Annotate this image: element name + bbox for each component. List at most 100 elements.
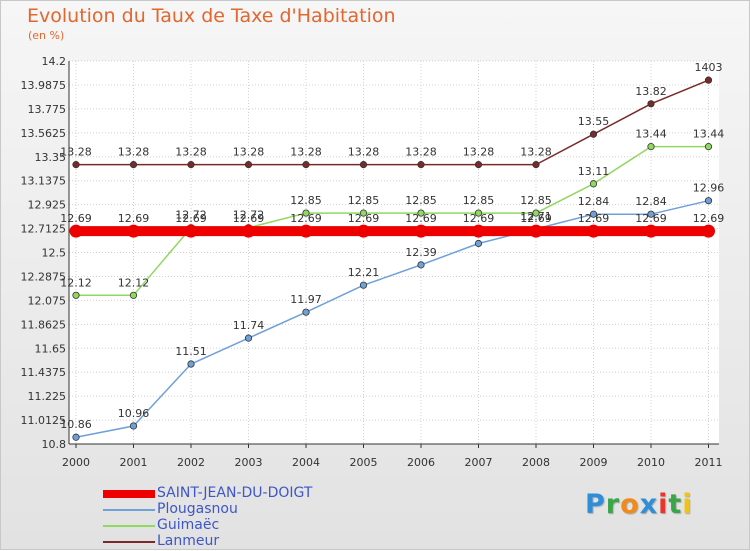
data-point xyxy=(417,209,425,217)
data-label: 12.21 xyxy=(348,266,380,279)
x-tick-label: 2008 xyxy=(522,456,550,469)
logo-letter: i xyxy=(658,489,669,520)
y-tick-label: 11.0125 xyxy=(21,414,67,427)
data-label: 12.69 xyxy=(60,212,92,225)
y-tick-label: 11.8625 xyxy=(21,318,67,331)
data-point xyxy=(127,224,140,238)
y-tick-label: 12.075 xyxy=(28,294,67,307)
y-tick-label: 11.225 xyxy=(28,390,67,403)
data-label: 12.85 xyxy=(520,194,552,207)
x-tick-label: 2011 xyxy=(695,456,723,469)
y-tick-label: 14.2 xyxy=(42,55,67,68)
data-point xyxy=(647,143,655,151)
data-label: 13.44 xyxy=(693,128,725,141)
data-point xyxy=(72,291,80,299)
logo-letter: P xyxy=(585,489,606,520)
series-line-2 xyxy=(76,145,709,297)
y-tick-label: 13.35 xyxy=(35,151,67,164)
data-label: 12.69 xyxy=(635,212,667,225)
y-tick-label: 13.1375 xyxy=(21,175,67,188)
data-point xyxy=(589,130,598,138)
x-tick-label: 2000 xyxy=(62,456,90,469)
data-label: 12.69 xyxy=(405,212,437,225)
data-point xyxy=(589,210,598,218)
data-label: 13.55 xyxy=(578,115,610,128)
data-point xyxy=(529,224,543,238)
data-label: 12.69 xyxy=(233,212,265,225)
x-tick-label: 2003 xyxy=(235,456,263,469)
data-point xyxy=(72,433,80,441)
data-point xyxy=(357,224,370,238)
legend-label: Guimaëc xyxy=(157,517,220,533)
data-point xyxy=(184,224,198,238)
data-label: 10.96 xyxy=(118,407,150,420)
data-label: 12.85 xyxy=(405,194,437,207)
logo-letter: r xyxy=(605,489,621,520)
legend-swatch xyxy=(103,541,155,543)
chart-title: Evolution du Taux de Taxe d'Habitation xyxy=(27,5,396,27)
data-label: 13.28 xyxy=(463,146,495,159)
data-point xyxy=(69,224,83,238)
data-point xyxy=(704,197,713,205)
legend-swatch xyxy=(103,509,155,511)
data-label: 12.69 xyxy=(578,212,610,225)
data-point xyxy=(702,224,715,238)
data-label: 13.11 xyxy=(578,165,610,178)
data-point xyxy=(587,224,600,238)
x-tick-label: 2005 xyxy=(350,456,378,469)
data-label: 12.69 xyxy=(520,212,552,225)
data-label: 13.44 xyxy=(635,128,667,141)
y-tick-label: 11.4375 xyxy=(21,366,67,379)
data-label: 13.28 xyxy=(405,146,437,159)
logo-letter: o xyxy=(620,489,640,520)
data-point xyxy=(474,161,483,169)
x-tick-label: 2001 xyxy=(120,456,148,469)
data-label: 12.84 xyxy=(578,195,610,208)
data-label: 12.12 xyxy=(118,276,150,289)
y-tick-label: 12.925 xyxy=(28,199,67,212)
data-point xyxy=(129,161,138,169)
x-tick-label: 2004 xyxy=(292,456,320,469)
data-label: 13.28 xyxy=(118,146,150,159)
x-tick-label: 2002 xyxy=(177,456,205,469)
logo-letter: x xyxy=(639,489,659,520)
data-label: 12.39 xyxy=(405,246,437,259)
data-label: 12.71 xyxy=(520,210,552,223)
data-point xyxy=(187,360,195,368)
data-point xyxy=(414,224,428,238)
data-label: 10.86 xyxy=(60,418,92,431)
y-tick-label: 12.2875 xyxy=(21,270,67,283)
legend-label: SAINT-JEAN-DU-DOIGT xyxy=(157,485,313,501)
data-point xyxy=(302,209,310,217)
data-label: 11.51 xyxy=(175,345,207,358)
data-point xyxy=(129,291,138,299)
legend-label: Plougasnou xyxy=(157,501,238,517)
data-point xyxy=(129,422,138,430)
data-label: 13.28 xyxy=(348,146,380,159)
data-point xyxy=(647,210,655,218)
y-tick-label: 12.7125 xyxy=(21,223,67,236)
x-tick-label: 2010 xyxy=(637,456,665,469)
x-tick-label: 2006 xyxy=(407,456,435,469)
data-label: 12.69 xyxy=(118,212,150,225)
data-point xyxy=(417,261,425,269)
data-label: 12.85 xyxy=(348,194,380,207)
data-point xyxy=(302,161,310,169)
data-point xyxy=(472,224,485,238)
data-label: 12.69 xyxy=(348,212,380,225)
data-point xyxy=(532,209,540,217)
data-point xyxy=(644,224,658,238)
data-label: 13.28 xyxy=(290,146,322,159)
y-tick-label: 13.5625 xyxy=(21,127,67,140)
legend-swatch xyxy=(103,490,155,498)
y-tick-label: 11.65 xyxy=(35,342,67,355)
data-label: 12.84 xyxy=(635,195,667,208)
data-label: 12.96 xyxy=(693,182,725,195)
data-label: 11.97 xyxy=(290,293,322,306)
line-chart: 14.2 13.9875 13.775 13.5625 13.35 13.1375 12.9… xyxy=(21,55,725,469)
data-label: 12.69 xyxy=(290,212,322,225)
data-label: 1403 xyxy=(695,61,723,74)
data-point xyxy=(474,209,483,217)
chart-unit: (en %) xyxy=(28,29,65,42)
